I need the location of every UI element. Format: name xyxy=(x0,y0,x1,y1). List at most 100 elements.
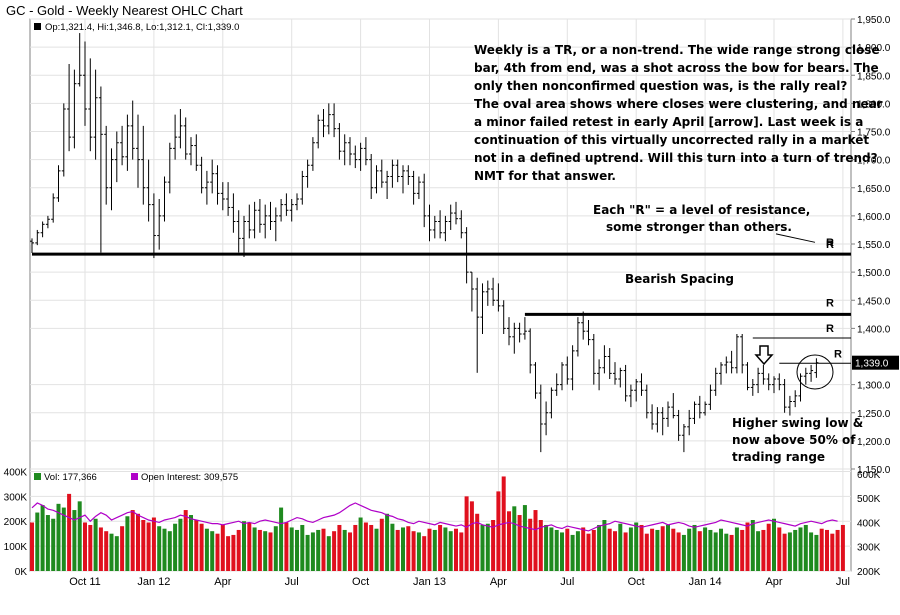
price-tick-label: 1,150.0 xyxy=(857,465,891,476)
ohlc-bar xyxy=(252,201,257,239)
ohlc-bar xyxy=(268,201,273,230)
ohlc-bar xyxy=(109,148,114,211)
annotation-main-line: a minor failed retest in early April [ar… xyxy=(474,115,863,129)
volume-bar xyxy=(544,524,549,571)
volume-bar xyxy=(496,491,501,571)
volume-bar xyxy=(300,524,305,571)
ohlc-bar xyxy=(538,384,543,453)
volume-bar xyxy=(316,529,321,571)
volume-bar xyxy=(681,534,686,571)
x-tick-label: Jul xyxy=(285,576,299,588)
volume-bar xyxy=(35,512,40,571)
resistance-label: R xyxy=(834,348,842,360)
ohlc-bar xyxy=(146,159,151,222)
ohlc-bar xyxy=(644,384,649,419)
volume-bar xyxy=(708,529,713,571)
annotation-main-line: not in a defined uptrend. Will this turn… xyxy=(474,151,878,165)
ohlc-bar xyxy=(194,134,199,171)
volume-bar xyxy=(464,496,469,571)
annotation-swing-line: now above 50% of xyxy=(732,433,856,447)
volume-bar xyxy=(719,528,723,571)
volume-bar xyxy=(443,527,448,571)
ohlc-bar xyxy=(597,359,602,391)
ohlc-bar xyxy=(454,201,458,225)
volume-bar xyxy=(554,529,559,571)
ohlc-bar xyxy=(586,319,591,346)
volume-bar xyxy=(215,533,220,571)
volume-bar xyxy=(77,501,82,571)
volume-bar xyxy=(750,520,755,571)
ohlc-bar xyxy=(692,401,697,424)
volume-bar xyxy=(740,529,745,571)
ohlc-bar xyxy=(607,348,612,379)
volume-bar xyxy=(772,518,776,571)
volume-tick-label: 100K xyxy=(4,542,28,553)
ohlc-bar xyxy=(30,238,34,253)
open-interest-tick-label: 500K xyxy=(857,494,881,505)
volume-bar xyxy=(549,527,554,571)
volume-bar xyxy=(533,510,538,571)
volume-bar xyxy=(342,529,347,571)
open-interest-tick-label: 600K xyxy=(857,470,881,481)
ohlc-bar xyxy=(480,283,485,334)
volume-bar xyxy=(151,517,156,571)
volume-bar xyxy=(242,521,246,571)
ohlc-bar xyxy=(189,137,193,166)
volume-bar xyxy=(522,505,527,571)
volume-bar xyxy=(252,527,257,571)
volume-bar xyxy=(597,524,602,571)
ohlc-bar xyxy=(448,204,453,230)
volume-bar xyxy=(326,536,331,571)
volume-bar xyxy=(512,506,517,571)
volume-bar xyxy=(295,529,299,571)
ohlc-bar xyxy=(459,210,464,239)
volume-bar xyxy=(305,534,310,571)
volume-bar xyxy=(634,522,639,571)
open-interest-tick-label: 200K xyxy=(857,567,881,578)
volume-bar xyxy=(650,528,655,571)
volume-bar xyxy=(538,520,543,571)
ohlc-bar xyxy=(178,109,183,149)
legend-swatch-price xyxy=(34,23,41,30)
annotation-bearish-spacing: Bearish Spacing xyxy=(625,272,734,286)
ohlc-bar xyxy=(35,229,40,246)
ohlc-bar xyxy=(422,173,427,228)
ohlc-bar xyxy=(485,280,490,306)
annotation-resistance-line: some stronger than others. xyxy=(606,220,792,234)
resistance-pointer xyxy=(775,233,816,243)
ohlc-bar xyxy=(337,123,342,160)
ohlc-bar xyxy=(528,328,533,374)
ohlc-bar xyxy=(544,401,549,436)
ohlc-bar xyxy=(279,199,284,222)
volume-bar xyxy=(321,528,326,571)
volume-bar xyxy=(268,532,273,571)
ohlc-bar xyxy=(650,404,655,430)
ohlc-bar xyxy=(220,182,225,211)
volume-bar xyxy=(830,533,835,571)
volume-bar xyxy=(236,529,241,571)
price-tick-label: 1,300.0 xyxy=(857,381,891,392)
volume-bar xyxy=(220,524,225,571)
volume-bar xyxy=(104,531,109,571)
ohlc-bar xyxy=(681,424,686,453)
volume-bar xyxy=(517,515,522,571)
volume-bar xyxy=(358,517,363,571)
volume-tick-label: 0K xyxy=(15,567,28,578)
ohlc-bar xyxy=(257,199,262,233)
annotation-swing-line: trading range xyxy=(732,450,825,464)
open-interest-line xyxy=(31,502,838,532)
volume-bar xyxy=(840,524,845,571)
ohlc-bar xyxy=(809,364,814,382)
x-tick-label: Jul xyxy=(560,576,574,588)
volume-bar xyxy=(284,522,289,571)
volume-bar xyxy=(136,513,140,571)
volume-bar xyxy=(226,536,231,571)
volume-bar xyxy=(162,528,167,571)
ohlc-bar xyxy=(363,137,368,166)
volume-bar xyxy=(793,529,798,571)
ohlc-bar xyxy=(798,373,803,402)
annotation-main-line: NMT for that answer. xyxy=(474,169,616,183)
ohlc-bar xyxy=(210,159,215,194)
volume-bar xyxy=(374,528,379,571)
x-tick-label: Jan 13 xyxy=(413,576,446,588)
